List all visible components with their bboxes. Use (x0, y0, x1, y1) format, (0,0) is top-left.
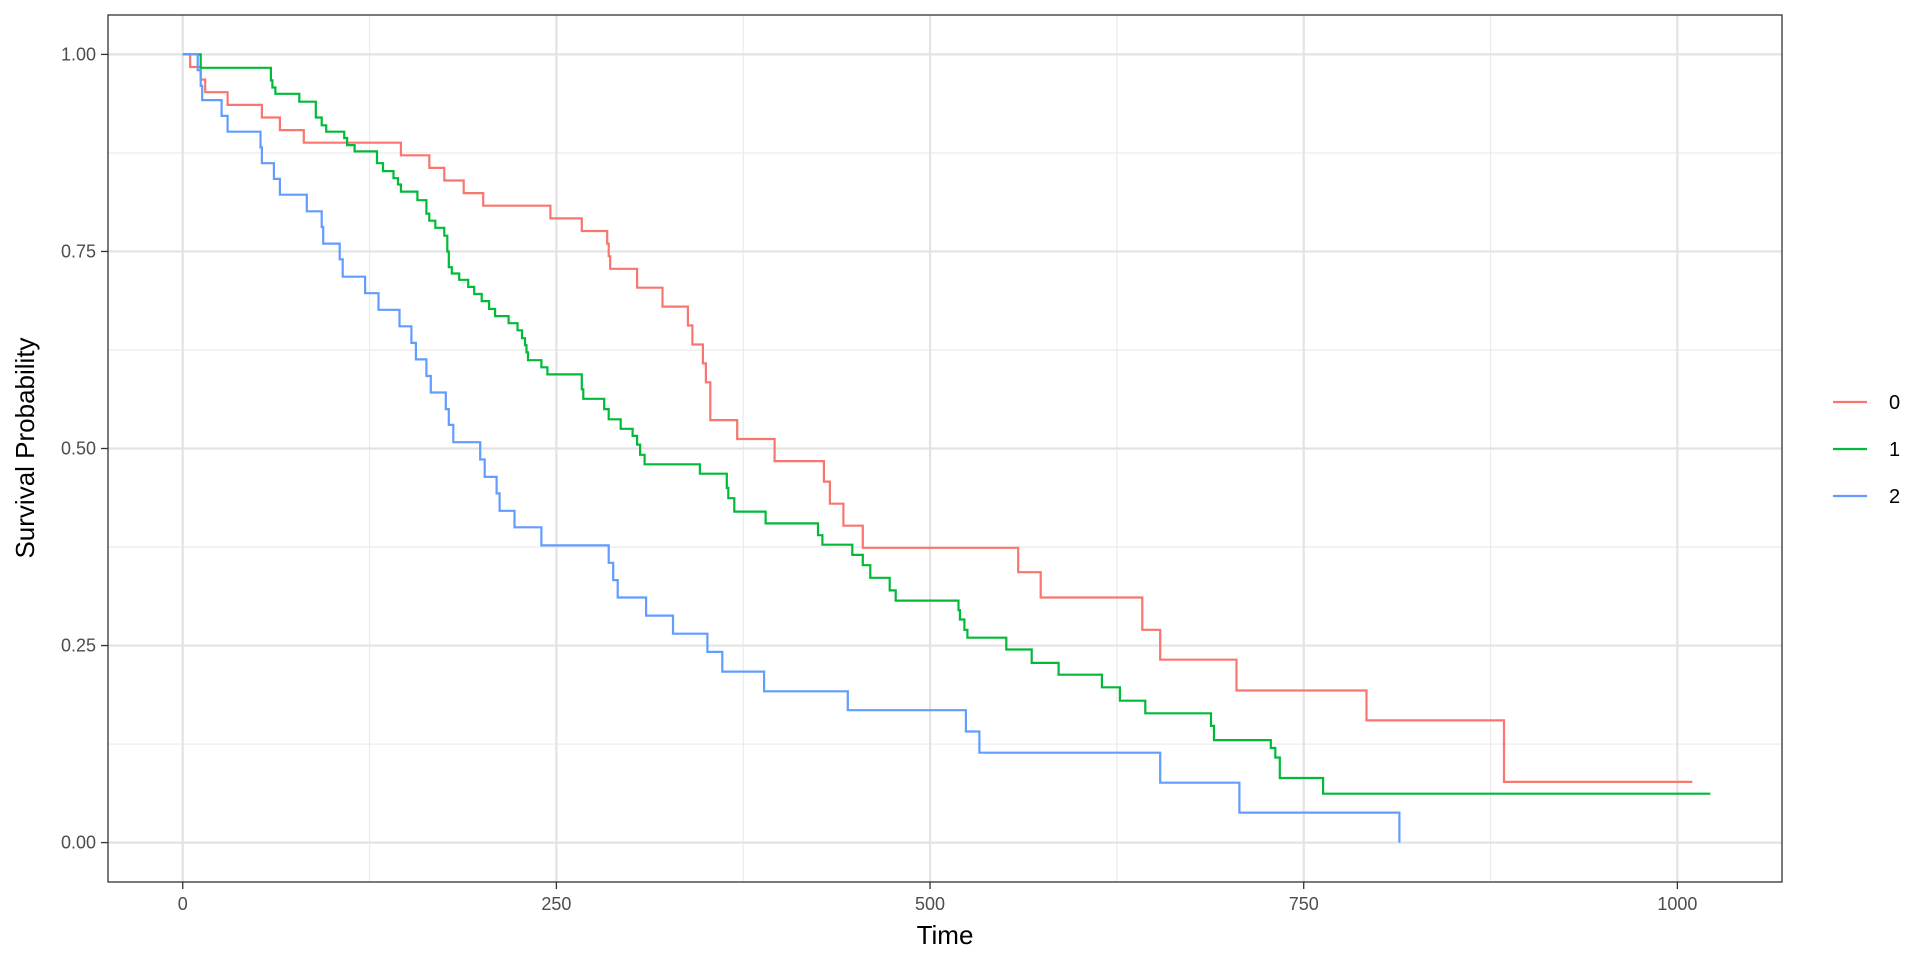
legend-label-0: 0 (1889, 392, 1900, 414)
x-axis-title: Time (917, 920, 974, 950)
x-tick-label: 0 (178, 894, 188, 914)
y-tick-label: 0.75 (61, 241, 96, 261)
y-tick-label: 0.25 (61, 636, 96, 656)
y-tick-label: 0.50 (61, 439, 96, 459)
series-layer (182, 53, 1711, 843)
y-axis: 0.00 0.25 0.50 0.75 1.00 (61, 44, 108, 853)
x-tick-label: 1000 (1657, 894, 1697, 914)
legend-label-1: 1 (1889, 439, 1900, 461)
legend: 0 1 2 (1833, 392, 1900, 508)
series-line-1 (182, 53, 1711, 795)
x-tick-label: 500 (915, 894, 945, 914)
series-line-0 (182, 53, 1693, 783)
legend-label-2: 2 (1889, 486, 1900, 508)
series-line-2 (182, 53, 1401, 843)
x-tick-label: 750 (1289, 894, 1319, 914)
y-tick-label: 1.00 (61, 44, 96, 64)
grid-major (108, 15, 1782, 882)
y-tick-label: 0.00 (61, 833, 96, 853)
x-axis: 0 250 500 750 1000 (178, 882, 1697, 914)
x-tick-label: 250 (541, 894, 571, 914)
y-axis-title: Survival Probability (10, 337, 40, 558)
